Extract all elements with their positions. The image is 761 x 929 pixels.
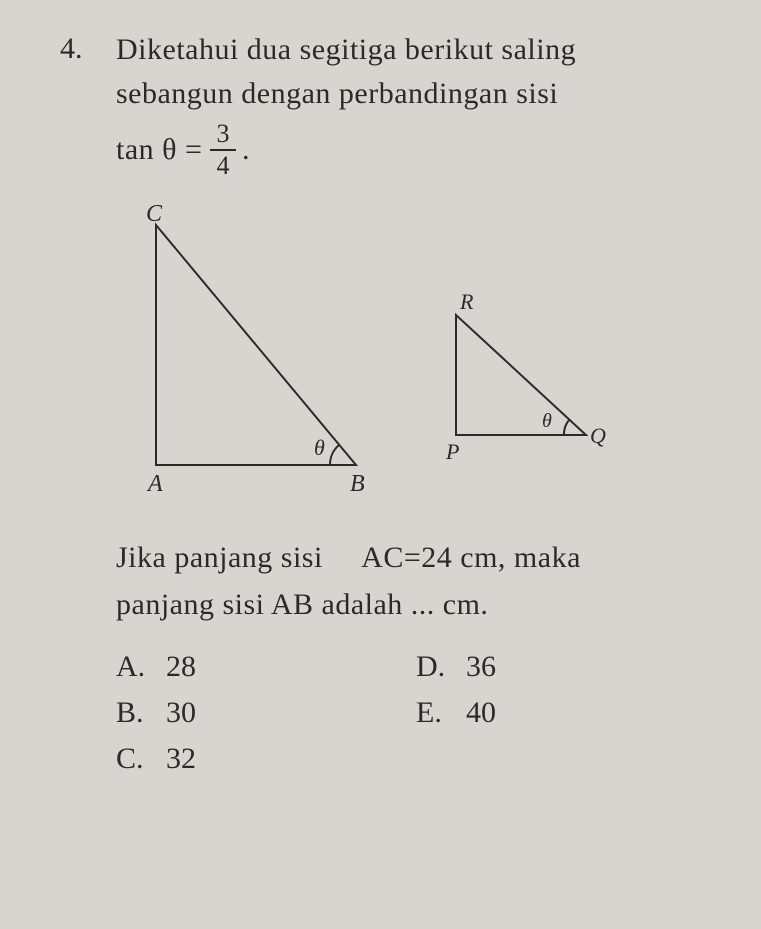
- option-a-value: 28: [166, 650, 196, 684]
- tan-lhs: tan θ =: [116, 128, 202, 172]
- follow-line-1a: Jika panjang sisi: [116, 541, 323, 574]
- question-row: 4. Diketahui dua segitiga berikut saling…: [60, 28, 721, 179]
- vertex-q: Q: [590, 423, 606, 448]
- vertex-a: A: [146, 471, 163, 497]
- diagram-svg: θ A B C θ P Q R: [116, 205, 676, 505]
- question-line-2: sebangun dengan perbandingan sisi: [116, 72, 721, 116]
- theta-label-small: θ: [542, 410, 552, 432]
- theta-label-big: θ: [314, 435, 325, 460]
- triangle-abc: θ A B C: [146, 205, 365, 497]
- vertex-c: C: [146, 205, 163, 227]
- option-e-value: 40: [466, 696, 496, 730]
- vertex-p: P: [445, 439, 459, 464]
- option-e: E. 40: [416, 696, 676, 730]
- option-b: B. 30: [116, 696, 416, 730]
- page: 4. Diketahui dua segitiga berikut saling…: [0, 0, 761, 804]
- diagram: θ A B C θ P Q R: [116, 205, 676, 505]
- options: A. 28 D. 36 B. 30 E. 40 C. 32: [116, 650, 721, 776]
- option-e-label: E.: [416, 696, 466, 730]
- question-body: Diketahui dua segitiga berikut saling se…: [116, 28, 721, 179]
- option-c: C. 32: [116, 742, 416, 776]
- option-d: D. 36: [416, 650, 676, 684]
- theta-arc-big: [330, 445, 339, 465]
- tan-fraction: 3 4: [210, 121, 236, 179]
- option-b-label: B.: [116, 696, 166, 730]
- tan-denominator: 4: [210, 151, 236, 179]
- option-a-label: A.: [116, 650, 166, 684]
- question-line-1: Diketahui dua segitiga berikut saling: [116, 28, 721, 72]
- tan-period: .: [242, 128, 250, 172]
- option-b-value: 30: [166, 696, 196, 730]
- vertex-r: R: [459, 289, 474, 314]
- tan-equation: tan θ = 3 4 .: [116, 121, 721, 179]
- follow-line-2: panjang sisi AB adalah ... cm.: [116, 582, 721, 629]
- tan-numerator: 3: [210, 121, 236, 151]
- question-number: 4.: [60, 28, 116, 70]
- triangle-pqr-shape: [456, 315, 586, 435]
- follow-line-1b: AC=24 cm, maka: [361, 541, 581, 574]
- option-a: A. 28: [116, 650, 416, 684]
- option-d-label: D.: [416, 650, 466, 684]
- triangle-pqr: θ P Q R: [445, 289, 606, 464]
- option-d-value: 36: [466, 650, 496, 684]
- triangle-abc-shape: [156, 225, 356, 465]
- option-c-label: C.: [116, 742, 166, 776]
- theta-arc-small: [564, 419, 570, 435]
- vertex-b: B: [350, 471, 365, 497]
- follow-line-1: Jika panjang sisi AC=24 cm, maka: [116, 535, 721, 582]
- option-c-value: 32: [166, 742, 196, 776]
- follow-text: Jika panjang sisi AC=24 cm, maka panjang…: [116, 535, 721, 628]
